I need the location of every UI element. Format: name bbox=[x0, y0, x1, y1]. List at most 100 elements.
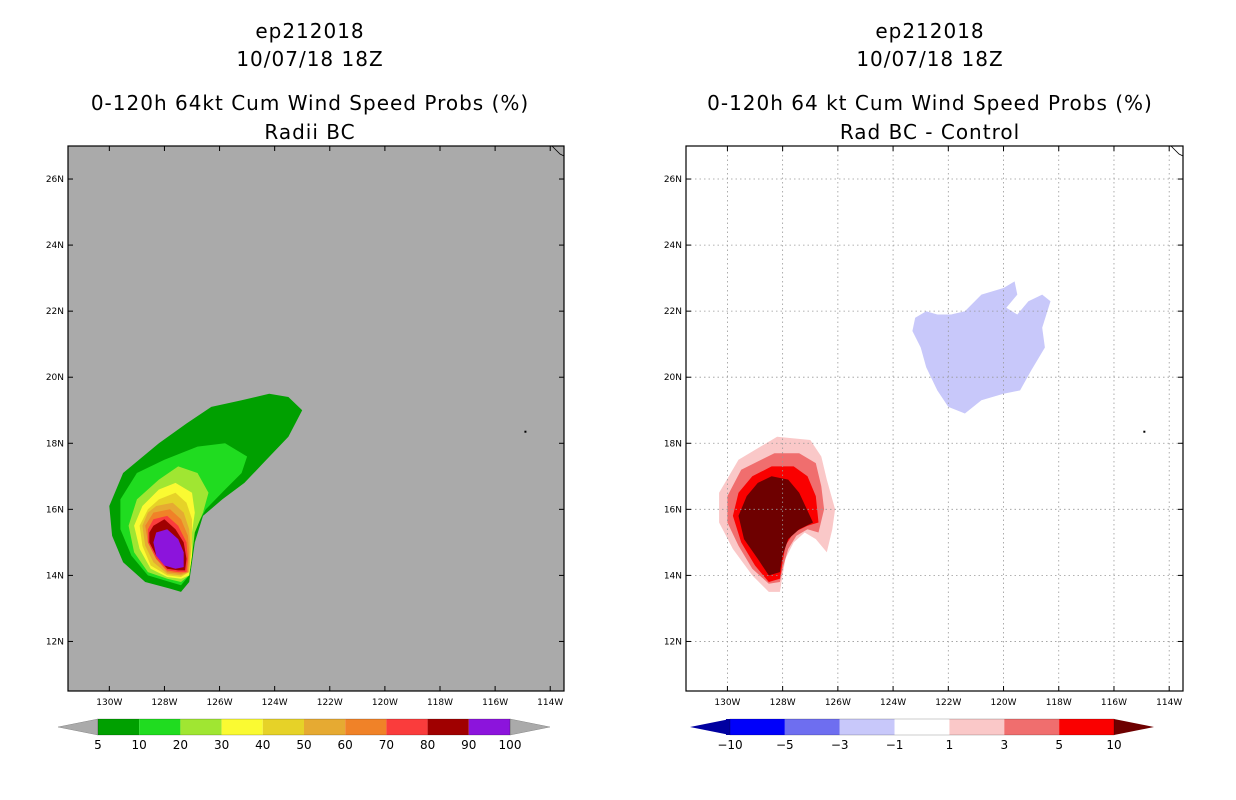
right-ytick-label: 26N bbox=[664, 175, 682, 185]
right-chart-subtitle: Rad BC - Control bbox=[839, 120, 1021, 144]
left-colorbar-label: 5 bbox=[94, 738, 102, 752]
left-colorbar-label: 60 bbox=[338, 738, 353, 752]
left-ytick-label: 22N bbox=[46, 307, 64, 317]
left-colorbar-swatch bbox=[427, 719, 469, 735]
left-colorbar-swatch bbox=[221, 719, 263, 735]
right-ytick-label: 20N bbox=[664, 373, 682, 383]
left-colorbar-swatch bbox=[386, 719, 428, 735]
left-colorbar-label: 50 bbox=[296, 738, 311, 752]
left-xtick-label: 114W bbox=[537, 698, 563, 708]
right-colorbar-label: 3 bbox=[1000, 738, 1008, 752]
right-ytick-label: 12N bbox=[664, 637, 682, 647]
right-colorbar-swatch bbox=[1059, 719, 1114, 735]
right-xtick-label: 118W bbox=[1046, 698, 1072, 708]
left-plot-frame bbox=[67, 145, 565, 692]
left-colorbar-swatch bbox=[468, 719, 510, 735]
right-colorbar-label: 5 bbox=[1055, 738, 1063, 752]
right-colorbar-swatch bbox=[839, 719, 895, 735]
right-chart-title: 0-120h 64 kt Cum Wind Speed Probs (%) bbox=[707, 91, 1153, 115]
right-ytick-label: 22N bbox=[664, 307, 682, 317]
left-xtick-label: 120W bbox=[372, 698, 398, 708]
right-contour-10 bbox=[738, 476, 813, 576]
left-colorbar-label: 20 bbox=[173, 738, 188, 752]
right-colorbar-swatch bbox=[949, 719, 1005, 735]
right-colorbar-label: −5 bbox=[776, 738, 794, 752]
left-xtick-label: 128W bbox=[151, 698, 177, 708]
right-colorbar-extension-high bbox=[1114, 719, 1154, 735]
left-ytick-label: 20N bbox=[46, 373, 64, 383]
right-datetime: 10/07/18 18Z bbox=[856, 47, 1004, 71]
left-ytick-label: 14N bbox=[46, 571, 64, 581]
right-plot-frame bbox=[685, 145, 1184, 692]
left-chart-subtitle: Radii BC bbox=[264, 120, 356, 144]
left-colorbar-swatch bbox=[180, 719, 222, 735]
left-xtick-label: 122W bbox=[317, 698, 343, 708]
left-colorbar-label: 10 bbox=[132, 738, 147, 752]
left-colorbar-swatch bbox=[304, 719, 346, 735]
right-ytick-label: 24N bbox=[664, 241, 682, 251]
left-colorbar-swatch bbox=[139, 719, 181, 735]
left-colorbar-label: 90 bbox=[461, 738, 476, 752]
right-colorbar-label: 1 bbox=[946, 738, 954, 752]
left-datetime: 10/07/18 18Z bbox=[236, 47, 384, 71]
left-colorbar-extension-high bbox=[509, 718, 551, 736]
right-coastline bbox=[1170, 145, 1184, 157]
right-colorbar-swatch bbox=[784, 719, 840, 735]
left-ytick-label: 24N bbox=[46, 241, 64, 251]
left-colorbar-label: 100 bbox=[499, 738, 522, 752]
left-colorbar-frame bbox=[97, 718, 511, 736]
left-xtick-label: 126W bbox=[207, 698, 233, 708]
right-xtick-label: 114W bbox=[1156, 698, 1182, 708]
right-plot-background bbox=[686, 146, 1183, 691]
left-storm-id: ep212018 bbox=[255, 19, 365, 43]
left-ytick-label: 18N bbox=[46, 439, 64, 449]
right-colorbar-extension-low bbox=[690, 719, 730, 735]
right-contour-neg3 bbox=[912, 281, 1051, 414]
left-colorbar-swatch bbox=[345, 719, 387, 735]
left-contour-90 bbox=[153, 529, 184, 569]
right-colorbar-label: −1 bbox=[886, 738, 904, 752]
right-xtick-label: 122W bbox=[935, 698, 961, 708]
left-colorbar-swatch bbox=[262, 719, 304, 735]
right-colorbar-swatch bbox=[1004, 719, 1060, 735]
right-colorbar-label: 10 bbox=[1106, 738, 1121, 752]
left-xtick-label: 118W bbox=[427, 698, 453, 708]
left-ytick-label: 26N bbox=[46, 175, 64, 185]
right-colorbar-swatch bbox=[730, 719, 785, 735]
right-xtick-label: 116W bbox=[1101, 698, 1127, 708]
left-colorbar-label: 40 bbox=[255, 738, 270, 752]
right-xtick-label: 124W bbox=[880, 698, 906, 708]
right-colorbar-label: −10 bbox=[717, 738, 742, 752]
left-xtick-label: 124W bbox=[262, 698, 288, 708]
right-colorbar: −10 −5 −3 −1 1 3 5 10 bbox=[690, 718, 1154, 752]
right-storm-id: ep212018 bbox=[875, 19, 985, 43]
left-colorbar-extension-low bbox=[57, 718, 99, 736]
left-ytick-label: 16N bbox=[46, 505, 64, 515]
right-chart: 130W 128W 126W 124W 122W 120W 118W 116W 114W 12N 1… bbox=[664, 145, 1184, 752]
left-xtick-label: 130W bbox=[96, 698, 122, 708]
right-xtick-label: 128W bbox=[770, 698, 796, 708]
left-colorbar-label: 70 bbox=[379, 738, 394, 752]
left-island-marker bbox=[524, 430, 527, 433]
right-island-marker bbox=[1143, 430, 1146, 433]
right-ytick-label: 16N bbox=[664, 505, 682, 515]
right-colorbar-label: −3 bbox=[831, 738, 849, 752]
right-xtick-label: 120W bbox=[990, 698, 1016, 708]
left-colorbar-label: 80 bbox=[420, 738, 435, 752]
right-xtick-label: 126W bbox=[825, 698, 851, 708]
left-ytick-label: 12N bbox=[46, 637, 64, 647]
right-ytick-label: 18N bbox=[664, 439, 682, 449]
right-colorbar-swatch bbox=[726, 719, 730, 735]
left-colorbar: 5 10 20 30 40 50 60 70 80 90 100 bbox=[57, 718, 551, 752]
left-colorbar-swatch bbox=[98, 719, 140, 735]
right-colorbar-frame bbox=[729, 718, 1115, 736]
left-coastline bbox=[551, 145, 565, 157]
right-colorbar-swatch bbox=[894, 719, 950, 735]
right-ytick-label: 14N bbox=[664, 571, 682, 581]
left-chart: 130W 128W 126W 124W 122W 120W 118W 116W 114W 12N 1… bbox=[46, 145, 565, 752]
left-xtick-label: 116W bbox=[482, 698, 508, 708]
left-colorbar-label: 30 bbox=[214, 738, 229, 752]
left-plot-background bbox=[68, 146, 564, 691]
right-xtick-label: 130W bbox=[714, 698, 740, 708]
